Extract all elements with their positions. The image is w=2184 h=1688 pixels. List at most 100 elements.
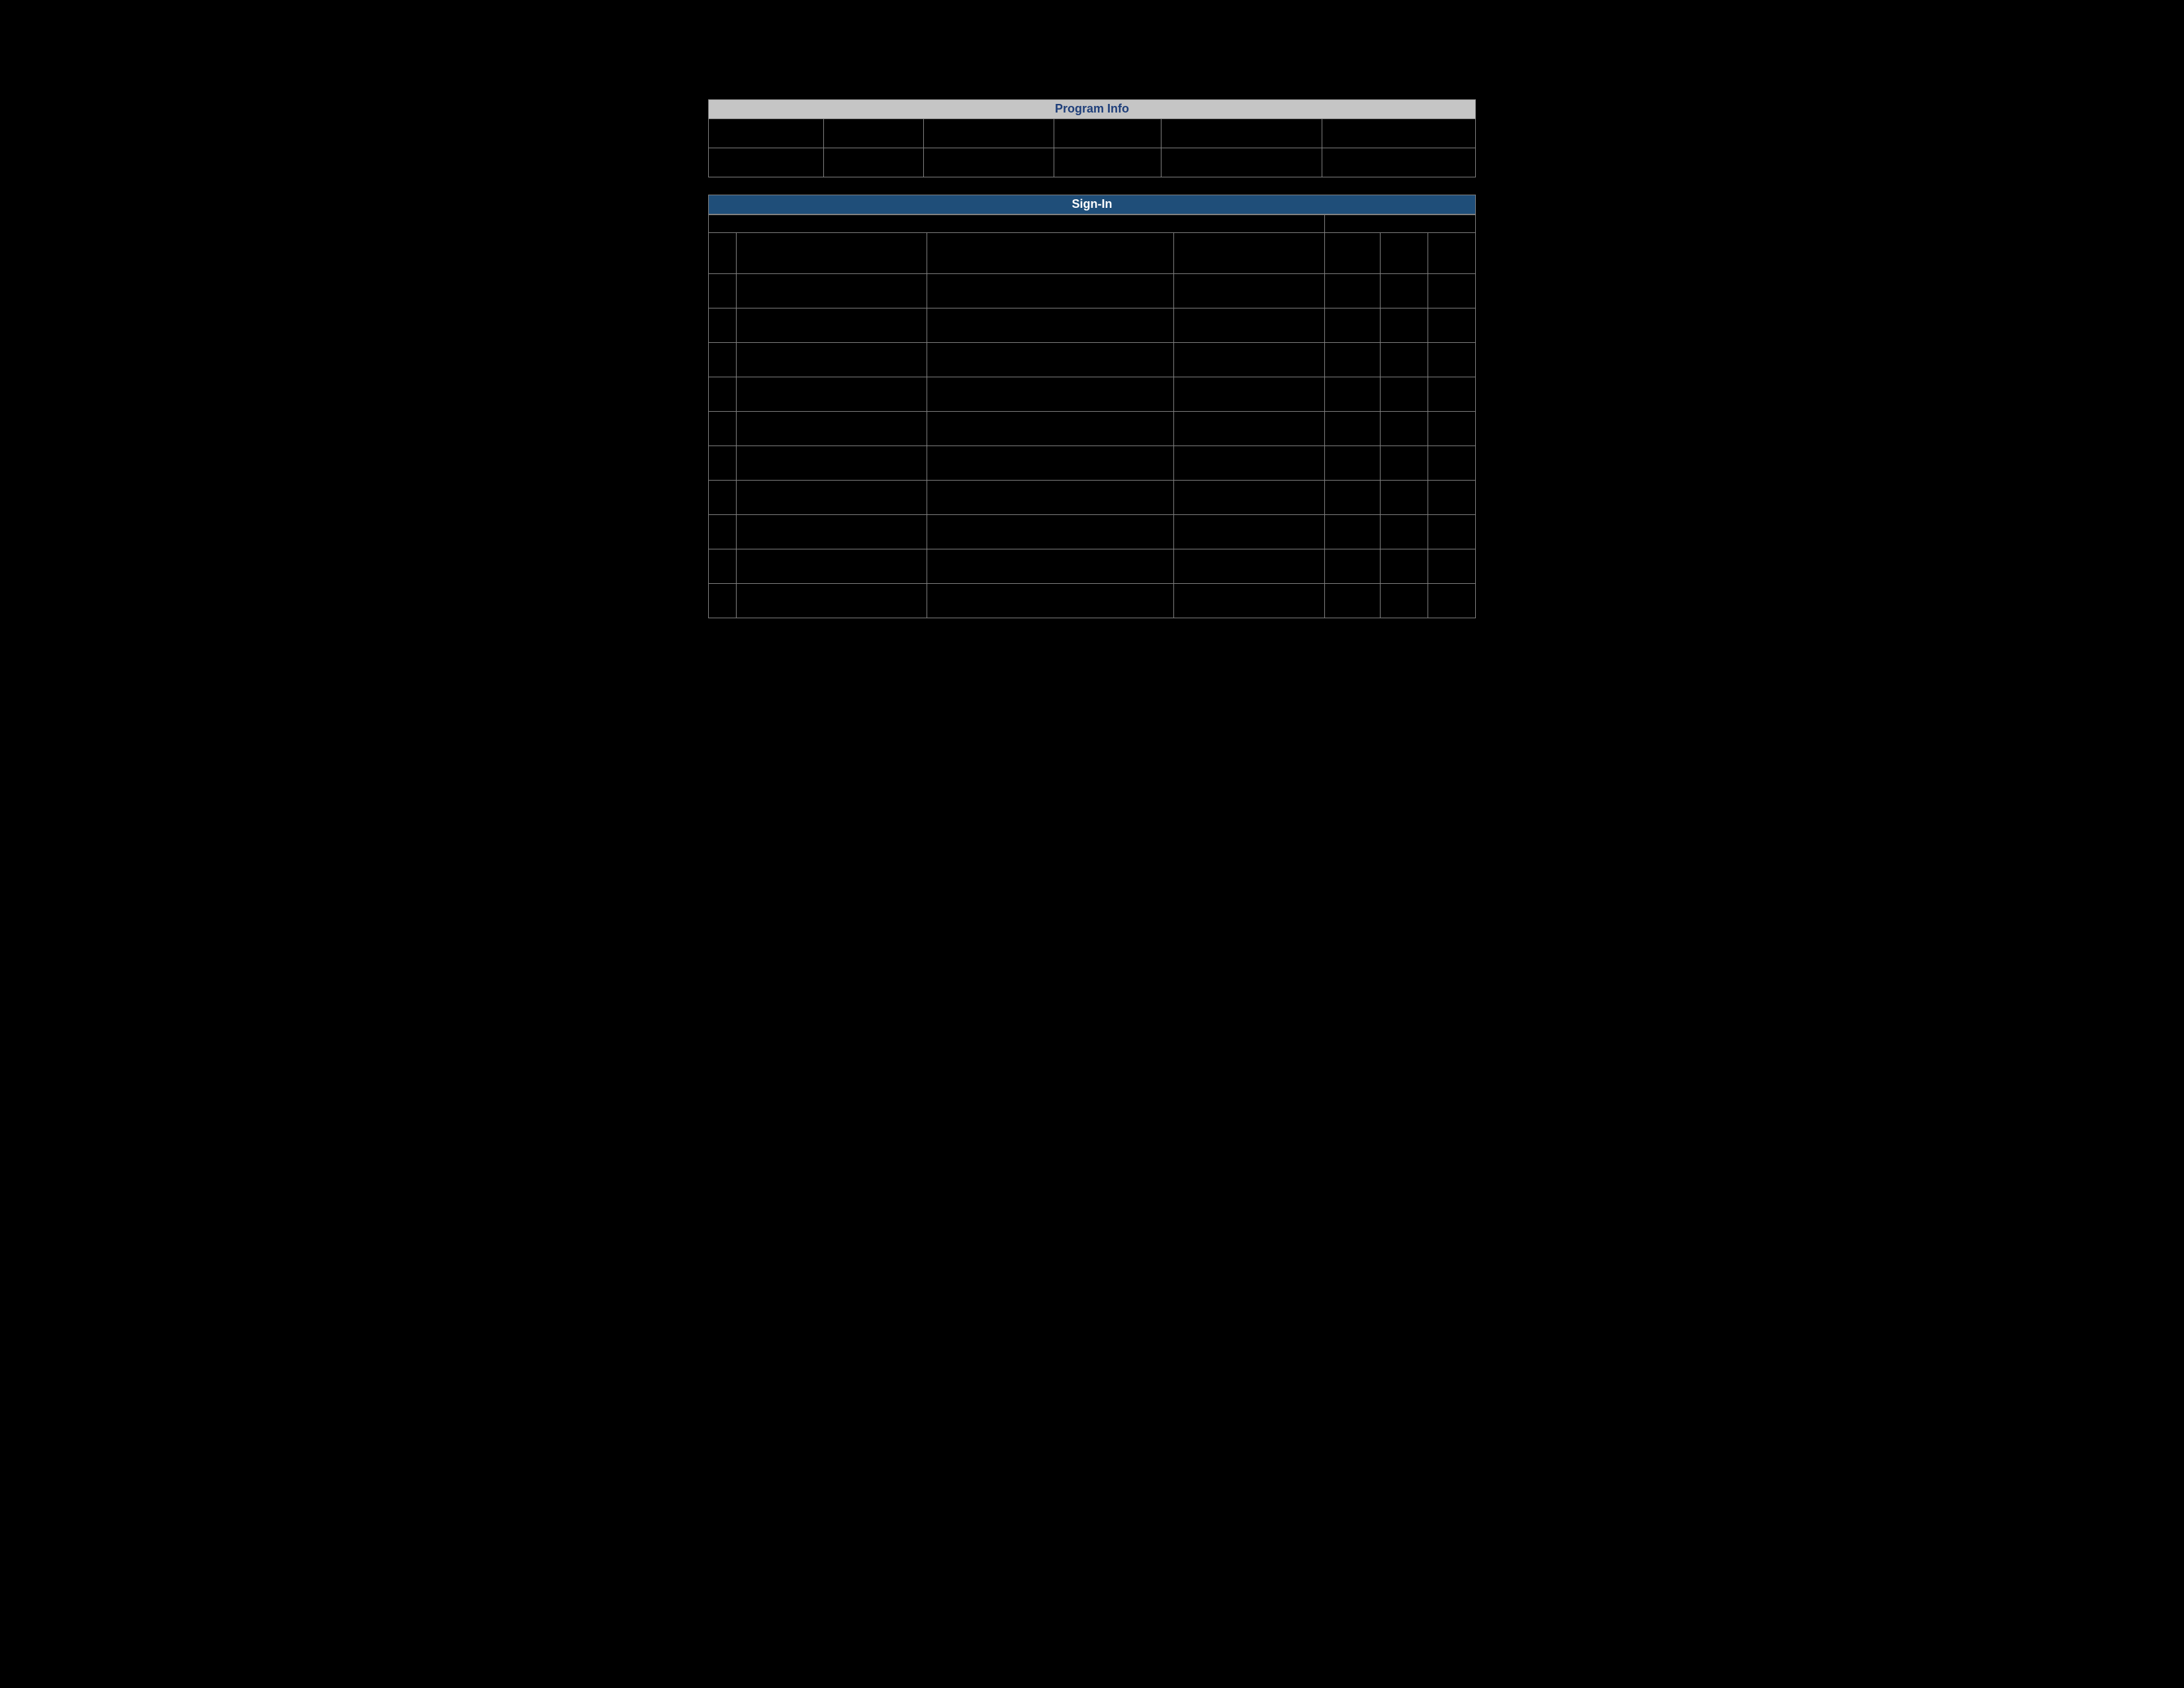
signin-cell[interactable] <box>1428 412 1475 446</box>
signin-header: Sign-In <box>708 195 1476 214</box>
signin-cell[interactable] <box>1173 274 1324 308</box>
signin-cell[interactable] <box>1428 274 1475 308</box>
signin-cell[interactable] <box>1380 274 1428 308</box>
signin-cell[interactable] <box>927 233 1173 274</box>
signin-cell[interactable] <box>1173 515 1324 549</box>
signin-cell[interactable] <box>709 549 737 584</box>
signin-cell[interactable] <box>1380 515 1428 549</box>
signin-cell[interactable] <box>709 515 737 549</box>
signin-cell[interactable] <box>1173 549 1324 584</box>
signin-cell[interactable] <box>1324 308 1380 343</box>
signin-cell[interactable] <box>927 515 1173 549</box>
signin-cell[interactable] <box>1173 446 1324 481</box>
program-info-cell[interactable] <box>1322 148 1476 177</box>
newsletter-notice: If you wish to receive our newsletter or… <box>709 215 1325 233</box>
signin-cell[interactable] <box>927 377 1173 412</box>
signin-cell[interactable] <box>709 377 737 412</box>
program-info-cell[interactable] <box>1161 148 1322 177</box>
signin-cell[interactable] <box>709 412 737 446</box>
signin-cell[interactable] <box>1380 412 1428 446</box>
signin-cell[interactable] <box>1380 377 1428 412</box>
signin-cell[interactable] <box>1173 343 1324 377</box>
signin-cell[interactable] <box>1428 446 1475 481</box>
signin-cell[interactable] <box>1324 377 1380 412</box>
signin-cell[interactable] <box>1324 481 1380 515</box>
program-info-cell[interactable] <box>823 148 923 177</box>
program-info-cell[interactable] <box>709 119 824 148</box>
signin-cell[interactable] <box>1380 233 1428 274</box>
signin-cell[interactable] <box>1324 515 1380 549</box>
program-info-cell[interactable] <box>823 119 923 148</box>
signin-cell[interactable] <box>1380 549 1428 584</box>
signin-cell[interactable] <box>1428 308 1475 343</box>
signin-cell[interactable] <box>709 584 737 618</box>
signin-cell[interactable] <box>1380 481 1428 515</box>
signin-cell[interactable] <box>737 308 927 343</box>
signin-cell[interactable] <box>1428 343 1475 377</box>
program-info-cell[interactable] <box>1054 119 1161 148</box>
signin-cell[interactable] <box>737 233 927 274</box>
signin-row <box>709 412 1476 446</box>
signin-cell[interactable] <box>927 481 1173 515</box>
signin-cell[interactable] <box>1173 377 1324 412</box>
newsletter-banner-row: If you wish to receive our newsletter or… <box>709 215 1476 233</box>
signin-cell[interactable] <box>1173 308 1324 343</box>
signin-cell[interactable] <box>1324 584 1380 618</box>
signin-cell[interactable] <box>927 274 1173 308</box>
signin-cell[interactable] <box>1173 481 1324 515</box>
signin-cell[interactable] <box>927 584 1173 618</box>
signin-cell[interactable] <box>1324 549 1380 584</box>
signin-cell[interactable] <box>737 446 927 481</box>
signin-row <box>709 515 1476 549</box>
signin-cell[interactable] <box>737 377 927 412</box>
signin-cell[interactable] <box>737 584 927 618</box>
signin-cell[interactable] <box>1324 343 1380 377</box>
program-info-row <box>709 119 1476 148</box>
signin-cell[interactable] <box>1324 446 1380 481</box>
signin-cell[interactable] <box>927 446 1173 481</box>
signin-cell[interactable] <box>927 549 1173 584</box>
signin-cell[interactable] <box>1324 412 1380 446</box>
signin-cell[interactable] <box>737 274 927 308</box>
signin-cell[interactable] <box>927 343 1173 377</box>
signin-row <box>709 446 1476 481</box>
signin-cell[interactable] <box>709 446 737 481</box>
program-info-cell[interactable] <box>923 119 1054 148</box>
program-info-cell[interactable] <box>1322 119 1476 148</box>
signin-cell[interactable] <box>1428 515 1475 549</box>
signin-cell[interactable] <box>1428 549 1475 584</box>
signin-cell[interactable] <box>737 481 927 515</box>
signin-cell[interactable] <box>709 481 737 515</box>
program-info-row <box>709 148 1476 177</box>
signin-cell[interactable] <box>1428 377 1475 412</box>
signin-cell[interactable] <box>737 412 927 446</box>
program-info-cell[interactable] <box>1054 148 1161 177</box>
signin-cell[interactable] <box>737 343 927 377</box>
signin-cell[interactable] <box>1428 584 1475 618</box>
signin-cell[interactable] <box>1173 584 1324 618</box>
signin-cell[interactable] <box>927 308 1173 343</box>
signin-cell[interactable] <box>1324 233 1380 274</box>
signin-cell[interactable] <box>709 308 737 343</box>
signin-cell[interactable] <box>927 412 1173 446</box>
signin-row <box>709 308 1476 343</box>
signin-row <box>709 481 1476 515</box>
signin-cell[interactable] <box>709 274 737 308</box>
signin-cell[interactable] <box>709 343 737 377</box>
program-info-cell[interactable] <box>923 148 1054 177</box>
signin-cell[interactable] <box>1380 584 1428 618</box>
signin-cell[interactable] <box>737 549 927 584</box>
signin-cell[interactable] <box>709 233 737 274</box>
signin-row <box>709 549 1476 584</box>
signin-cell[interactable] <box>737 515 927 549</box>
signin-cell[interactable] <box>1173 233 1324 274</box>
signin-cell[interactable] <box>1380 308 1428 343</box>
signin-cell[interactable] <box>1428 481 1475 515</box>
signin-cell[interactable] <box>1324 274 1380 308</box>
program-info-cell[interactable] <box>1161 119 1322 148</box>
signin-cell[interactable] <box>1173 412 1324 446</box>
signin-cell[interactable] <box>1380 446 1428 481</box>
signin-cell[interactable] <box>1428 233 1475 274</box>
program-info-cell[interactable] <box>709 148 824 177</box>
signin-cell[interactable] <box>1380 343 1428 377</box>
